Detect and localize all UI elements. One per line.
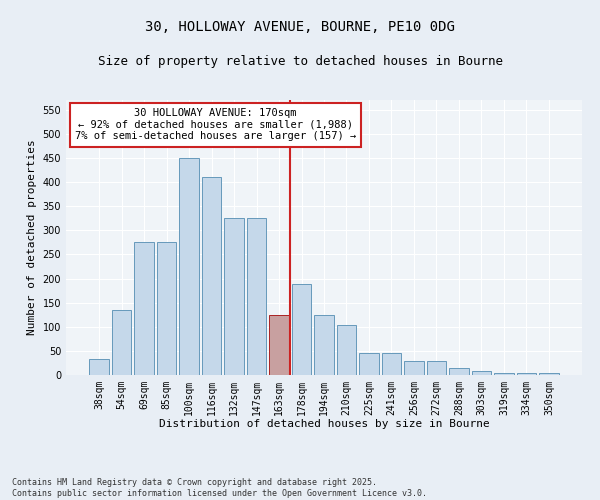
Bar	[179, 158, 199, 375]
Bar	[112, 310, 131, 375]
Bar	[427, 360, 446, 375]
Bar	[89, 359, 109, 375]
Text: Size of property relative to detached houses in Bourne: Size of property relative to detached ho…	[97, 55, 503, 68]
Bar	[359, 353, 379, 375]
Bar	[292, 284, 311, 375]
Bar	[247, 218, 266, 375]
Bar	[224, 218, 244, 375]
Bar	[449, 368, 469, 375]
Bar	[494, 372, 514, 375]
Bar	[337, 326, 356, 375]
Bar	[269, 314, 289, 375]
Bar	[134, 242, 154, 375]
Bar	[157, 242, 176, 375]
Bar	[517, 372, 536, 375]
Bar	[472, 370, 491, 375]
Bar	[539, 372, 559, 375]
Bar	[404, 360, 424, 375]
Text: 30 HOLLOWAY AVENUE: 170sqm
← 92% of detached houses are smaller (1,988)
7% of se: 30 HOLLOWAY AVENUE: 170sqm ← 92% of deta…	[75, 108, 356, 142]
Bar	[382, 354, 401, 375]
Text: 30, HOLLOWAY AVENUE, BOURNE, PE10 0DG: 30, HOLLOWAY AVENUE, BOURNE, PE10 0DG	[145, 20, 455, 34]
Bar	[202, 177, 221, 375]
Y-axis label: Number of detached properties: Number of detached properties	[27, 140, 37, 336]
X-axis label: Distribution of detached houses by size in Bourne: Distribution of detached houses by size …	[158, 420, 490, 430]
Text: Contains HM Land Registry data © Crown copyright and database right 2025.
Contai: Contains HM Land Registry data © Crown c…	[12, 478, 427, 498]
Bar	[314, 314, 334, 375]
